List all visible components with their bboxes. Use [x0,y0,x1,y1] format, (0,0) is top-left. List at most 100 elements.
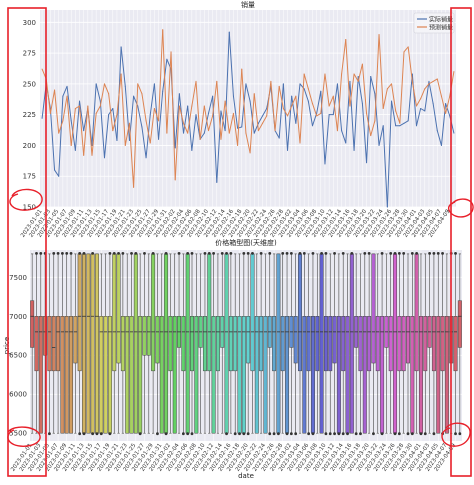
box-item [77,251,82,436]
box-body [90,253,95,434]
box-outlier [151,251,155,255]
box-body [414,253,419,372]
predicted-line-segment [253,93,259,132]
box-item [99,253,104,436]
box-body [406,316,410,364]
box-outlier [203,251,207,255]
box-body [302,316,307,434]
line-y-tick-label: 225 [23,111,36,119]
actual-line-segment [153,83,160,140]
predicted-line-segment [445,95,451,114]
predicted-line-segment [166,51,172,134]
predicted-line-segment [207,115,214,132]
actual-line-segment [303,88,309,102]
box-item [181,253,186,436]
box-item [380,251,385,436]
predicted-line-segment [108,93,114,132]
box-body [336,316,341,434]
predicted-line-segment [191,80,197,107]
predicted-line-segment [149,108,155,144]
predicted-line-segment [120,73,126,146]
actual-line-segment [357,75,363,105]
box-outlier [441,251,444,255]
predicted-line-segment [353,73,359,82]
predicted-line-segment [287,105,293,117]
box-item [250,251,255,434]
box-outlier [242,432,246,436]
predicted-line-segment [170,51,176,181]
predicted-line-segment [45,78,51,114]
predicted-line-segment [174,105,180,181]
box-item [418,253,423,436]
box-item [168,253,173,434]
actual-line-segment [295,83,301,124]
box-item [406,253,410,436]
box-outlier [91,251,95,255]
box-outlier [186,432,190,436]
box-body [371,253,376,364]
box-body [410,316,415,434]
predicted-line-segment [124,122,130,146]
box-item [319,251,324,434]
actual-line-segment [79,100,85,132]
box-outlier [190,432,194,436]
box-outlier [333,432,336,436]
box-body [280,316,285,372]
predicted-line-segment [158,29,164,122]
box-body [436,316,441,434]
sales-line-chart: 150 175 200 225 250 275 300 2023-01-012023-01-… [20,0,456,239]
box-outlier [298,251,302,255]
predicted-line-segment [83,105,89,156]
box-body [159,316,164,434]
box-item [259,251,264,434]
box-body [367,316,372,372]
actual-line-segment [307,100,313,127]
legend-label-predicted: 预测销量 [429,23,453,31]
box-body [133,253,138,434]
box-outlier [242,251,246,255]
line-chart-title: 销量 [241,0,255,9]
box-outlier [138,432,142,436]
actual-line-segment [145,114,151,159]
box-item [298,251,302,434]
box-outlier [112,251,116,255]
predicted-line-segment [395,110,401,124]
box-item [345,253,350,436]
box-outlier [302,251,306,255]
box-outlier [311,251,315,255]
predicted-line-segment [386,83,393,90]
line-y-tick-label: 250 [23,80,36,88]
actual-line-segment [341,130,347,144]
actual-line-segment [366,75,372,164]
box-body [94,253,99,434]
box-outlier [397,251,401,255]
box-outlier [134,251,138,255]
box-item [280,251,285,434]
box-item [69,251,74,434]
annotation-right-rectangle [450,7,472,477]
box-item [86,253,91,434]
box-outlier [69,251,73,255]
box-body [129,316,134,434]
box-item [151,251,156,434]
predicted-line-segment [203,105,209,132]
box-outlier [415,251,419,255]
box-item [254,253,259,434]
box-body [51,316,56,372]
box-item [202,251,207,434]
box-item [116,251,121,434]
box-body [107,316,112,434]
line-grid [40,10,456,208]
box-body [375,316,380,372]
box-item [237,253,242,436]
box-item [414,251,419,434]
actual-line-segment [66,85,72,122]
predicted-line-segment [407,46,413,82]
box-item [358,253,363,436]
box-outlier [346,432,349,436]
annotation-circle-top-left [9,188,43,211]
line-x-ticks: 2023-01-012023-01-032023-01-052023-01-07… [20,208,451,238]
box-body [306,316,311,372]
actual-line-segment [386,100,393,208]
box-item [241,251,246,436]
